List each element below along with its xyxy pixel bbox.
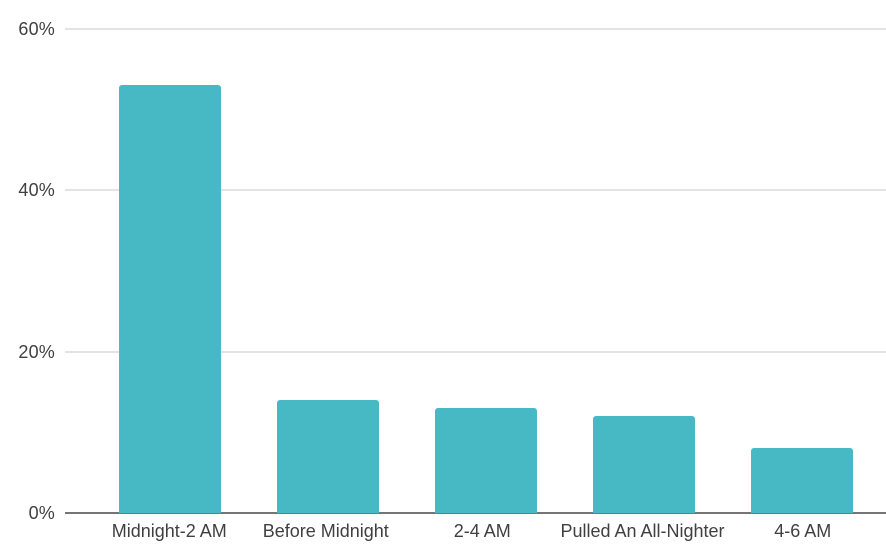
x-axis-category-label: Before Midnight [262,521,389,541]
bar-slot [407,0,565,513]
x-axis-category-label: Midnight-2 AM [111,521,227,541]
x-axis-label-slot: Before Midnight [247,519,403,543]
x-axis-label-slot: Midnight-2 AM [91,519,247,543]
x-axis-category-label: Pulled An All-Nighter [560,521,725,541]
plot-area [91,0,881,513]
x-axis-label-slot: 2-4 AM [404,519,560,543]
x-axis-baseline [65,512,886,514]
bar [277,400,379,513]
gridline [65,350,886,353]
x-axis-category-label: 4-6 AM [774,521,832,541]
bar [751,448,853,513]
x-axis-category-label: 2-4 AM [453,521,511,541]
gridline [65,28,886,30]
x-axis-label-slot: Pulled An All-Nighter [560,519,724,543]
bar-slot [723,0,881,513]
x-axis: Midnight-2 AM Before Midnight 2-4 AM Pulled… [91,519,881,543]
x-axis-label-slot: 4-6 AM [725,519,881,543]
bar [119,85,221,513]
bar [593,416,695,513]
bar-slot [91,0,249,513]
bar-slot [565,0,723,513]
bar [435,408,537,513]
gridline [65,189,886,192]
bar-slot [249,0,407,513]
